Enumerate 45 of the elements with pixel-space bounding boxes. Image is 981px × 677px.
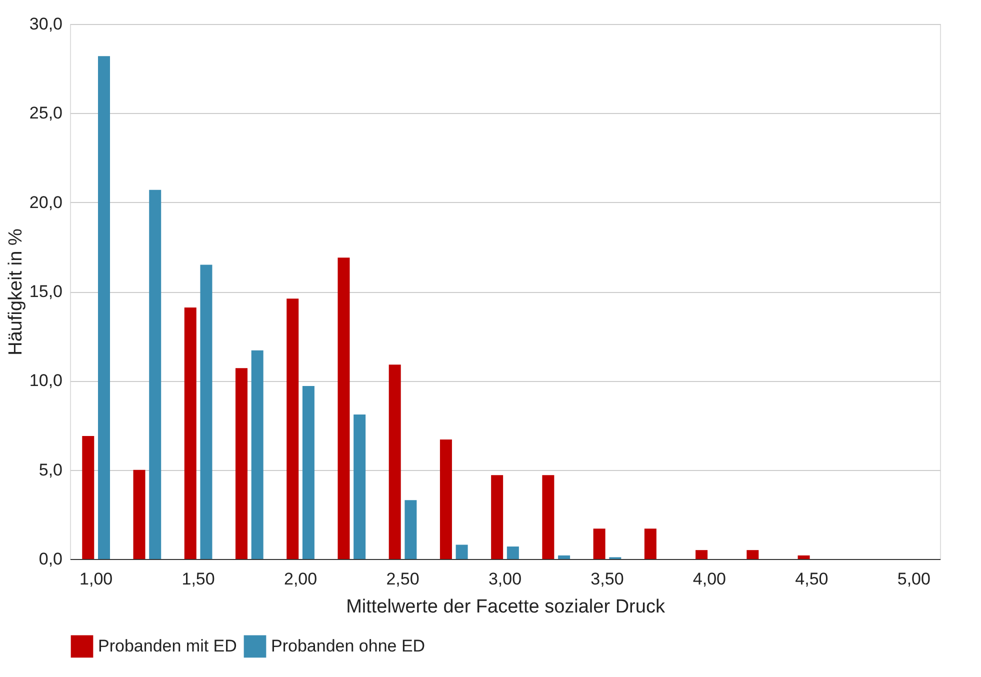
bar [593,528,606,559]
x-tick-label: 5,00 [897,570,930,588]
bar [491,475,504,559]
legend-label: Probanden mit ED [98,636,237,656]
x-tick-label: 3,00 [488,570,522,588]
bar [338,258,350,559]
bar [82,436,94,559]
bar [746,550,759,559]
x-tick-label: 1,00 [80,570,113,588]
bar [98,56,110,559]
bar [388,364,401,559]
bar [302,386,314,559]
bar [558,555,570,559]
bar [798,555,810,559]
x-tick-label: 2,50 [386,570,420,588]
y-tick-label: 5,0 [38,460,62,480]
y-tick-label: 15,0 [29,282,62,301]
bar [184,308,196,559]
bar [404,500,417,559]
bar [149,190,162,559]
bar [696,550,708,559]
y-tick-label: 25,0 [29,104,62,123]
bar [235,368,248,559]
x-tick-label: 1,50 [182,570,215,588]
bar [251,350,264,559]
bar [354,414,366,559]
y-tick-label: 30,0 [29,14,62,34]
legend-label: Probanden ohne ED [271,636,426,656]
bar [456,544,468,559]
bar [440,440,452,559]
y-tick-label: 20,0 [29,192,62,212]
y-tick-label: 10,0 [29,371,62,390]
y-axis-title: Häufigkeit in % [5,228,26,356]
x-tick-label: 2,00 [284,570,318,588]
bar [644,528,656,559]
bar [133,470,146,559]
x-tick-label: 3,50 [590,570,624,588]
bar [200,264,212,559]
x-axis-title: Mittelwerte der Facette sozialer Druck [346,596,666,618]
y-tick-label: 0,0 [38,550,62,568]
x-tick-label: 4,00 [692,570,726,588]
bar [286,298,299,559]
bar [506,546,519,559]
x-tick-label: 4,50 [795,570,828,588]
bar [542,475,554,559]
